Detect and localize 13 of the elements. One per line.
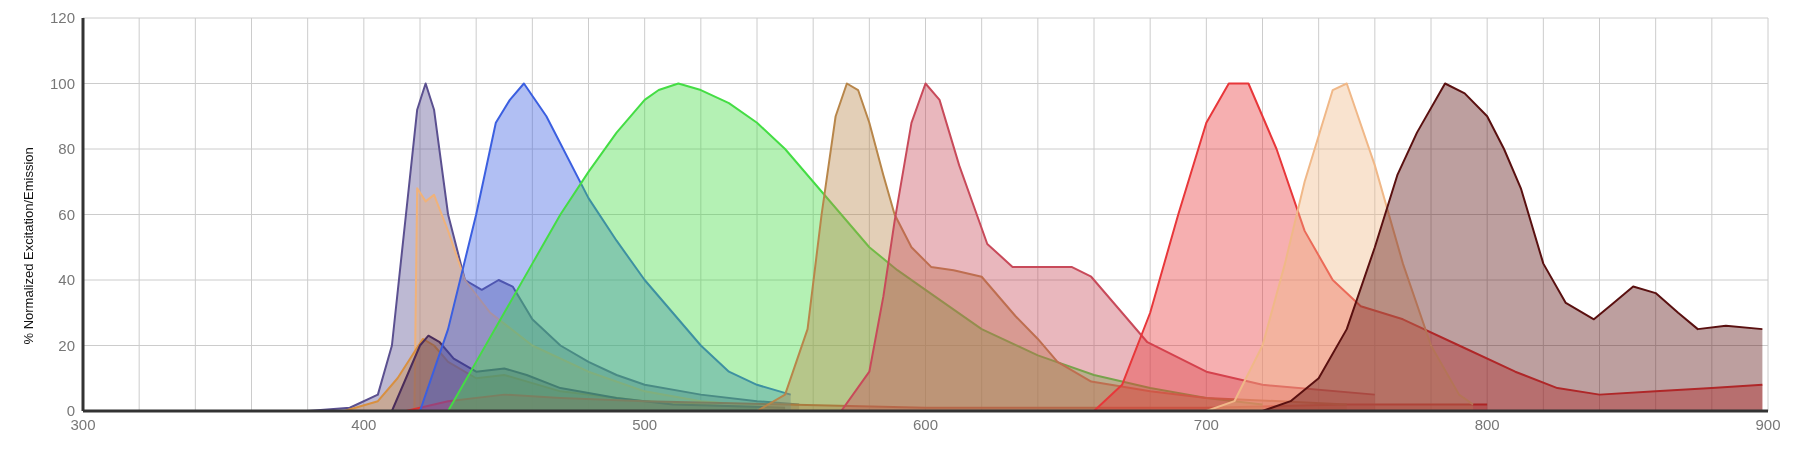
y-tick-label: 40 (58, 271, 75, 289)
x-tick-label: 500 (632, 415, 658, 433)
y-tick-label: 100 (49, 74, 75, 92)
y-tick-label: 20 (58, 336, 75, 354)
x-tick-label: 700 (1193, 415, 1219, 433)
x-tick-label: 900 (1755, 415, 1781, 433)
y-tick-label: 60 (58, 205, 75, 223)
x-tick-label: 800 (1474, 415, 1500, 433)
y-tick-label: 80 (58, 140, 75, 158)
y-axis-title: % Normalized Excitation/Emission (20, 147, 36, 345)
y-tick-label: 120 (49, 9, 75, 27)
x-tick-label: 600 (912, 415, 939, 433)
x-tick-label: 400 (351, 415, 377, 433)
